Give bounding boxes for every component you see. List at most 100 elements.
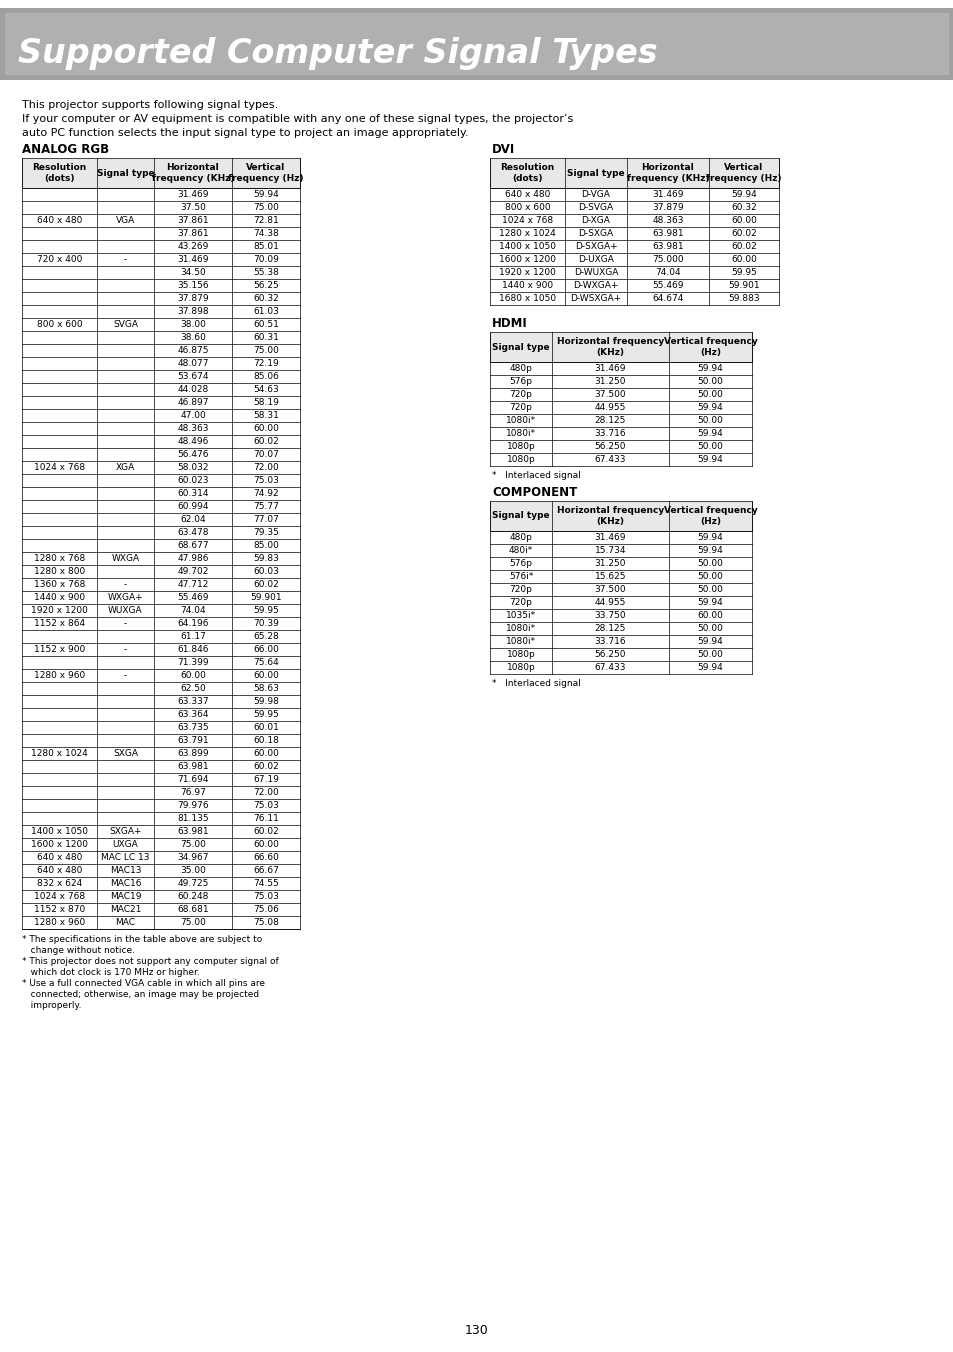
Text: 58.032: 58.032 bbox=[177, 462, 209, 472]
Text: 1024 x 768: 1024 x 768 bbox=[34, 892, 85, 900]
Text: 48.077: 48.077 bbox=[177, 360, 209, 368]
Text: 75.08: 75.08 bbox=[253, 918, 278, 927]
Text: 63.364: 63.364 bbox=[177, 710, 209, 719]
Text: 31.469: 31.469 bbox=[177, 256, 209, 264]
Text: 65.28: 65.28 bbox=[253, 631, 278, 641]
Text: 31.250: 31.250 bbox=[594, 377, 625, 387]
Text: 37.500: 37.500 bbox=[594, 389, 626, 399]
Text: * This projector does not support any computer signal of: * This projector does not support any co… bbox=[22, 957, 278, 965]
Text: 61.17: 61.17 bbox=[180, 631, 206, 641]
Text: 59.83: 59.83 bbox=[253, 554, 278, 562]
Text: ANALOG RGB: ANALOG RGB bbox=[22, 143, 109, 155]
Text: 72.19: 72.19 bbox=[253, 360, 278, 368]
Text: 576p: 576p bbox=[509, 558, 532, 568]
Text: 1280 x 960: 1280 x 960 bbox=[34, 671, 85, 680]
Text: 60.18: 60.18 bbox=[253, 735, 278, 745]
Text: 1080i*: 1080i* bbox=[505, 625, 536, 633]
Text: 720p: 720p bbox=[509, 598, 532, 607]
Text: 640 x 480: 640 x 480 bbox=[37, 867, 82, 875]
Text: 800 x 600: 800 x 600 bbox=[36, 320, 82, 329]
Text: 35.156: 35.156 bbox=[177, 281, 209, 289]
Text: Horizontal frequency
(KHz): Horizontal frequency (KHz) bbox=[557, 337, 663, 357]
Text: 1280 x 800: 1280 x 800 bbox=[34, 566, 85, 576]
Text: 60.00: 60.00 bbox=[730, 256, 756, 264]
Text: 28.125: 28.125 bbox=[594, 416, 625, 425]
Text: 74.38: 74.38 bbox=[253, 228, 278, 238]
Text: 59.901: 59.901 bbox=[250, 594, 281, 602]
Text: 67.433: 67.433 bbox=[594, 456, 625, 464]
Text: 47.986: 47.986 bbox=[177, 554, 209, 562]
Text: Horizontal frequency
(KHz): Horizontal frequency (KHz) bbox=[557, 506, 663, 526]
Text: 63.791: 63.791 bbox=[177, 735, 209, 745]
Text: 61.03: 61.03 bbox=[253, 307, 278, 316]
Text: UXGA: UXGA bbox=[112, 840, 138, 849]
Text: 1440 x 900: 1440 x 900 bbox=[501, 281, 553, 289]
Text: 59.94: 59.94 bbox=[253, 191, 278, 199]
Text: 60.00: 60.00 bbox=[253, 425, 278, 433]
Text: 75.03: 75.03 bbox=[253, 892, 278, 900]
Text: 71.399: 71.399 bbox=[177, 658, 209, 667]
Text: 50.00: 50.00 bbox=[697, 416, 722, 425]
Text: 1360 x 768: 1360 x 768 bbox=[33, 580, 85, 589]
Text: 50.00: 50.00 bbox=[697, 558, 722, 568]
Text: Resolution
(dots): Resolution (dots) bbox=[500, 164, 554, 183]
Text: 31.469: 31.469 bbox=[594, 364, 625, 373]
Text: 130: 130 bbox=[465, 1324, 488, 1337]
Text: 37.50: 37.50 bbox=[180, 203, 206, 212]
Text: 75.00: 75.00 bbox=[253, 346, 278, 356]
Text: 31.469: 31.469 bbox=[652, 191, 683, 199]
Text: 1440 x 900: 1440 x 900 bbox=[34, 594, 85, 602]
Text: 66.60: 66.60 bbox=[253, 853, 278, 863]
Bar bbox=[5, 14, 948, 74]
Text: 60.02: 60.02 bbox=[730, 242, 756, 251]
Text: 62.04: 62.04 bbox=[180, 515, 206, 525]
Text: 720p: 720p bbox=[509, 389, 532, 399]
Text: 66.00: 66.00 bbox=[253, 645, 278, 654]
Text: 60.00: 60.00 bbox=[253, 671, 278, 680]
Text: 63.478: 63.478 bbox=[177, 529, 209, 537]
Text: 58.31: 58.31 bbox=[253, 411, 278, 420]
Text: 63.981: 63.981 bbox=[652, 228, 683, 238]
Text: 61.846: 61.846 bbox=[177, 645, 209, 654]
Text: MAC: MAC bbox=[115, 918, 135, 927]
Text: D-VGA: D-VGA bbox=[581, 191, 610, 199]
Text: 56.25: 56.25 bbox=[253, 281, 278, 289]
Text: 1400 x 1050: 1400 x 1050 bbox=[498, 242, 556, 251]
Text: 1080p: 1080p bbox=[506, 650, 535, 658]
Bar bbox=[22, 158, 299, 188]
Text: 75.00: 75.00 bbox=[253, 203, 278, 212]
Text: 38.00: 38.00 bbox=[180, 320, 206, 329]
Text: *   Interlaced signal: * Interlaced signal bbox=[492, 679, 580, 688]
Text: Resolution
(dots): Resolution (dots) bbox=[32, 164, 87, 183]
Text: 1152 x 864: 1152 x 864 bbox=[34, 619, 85, 627]
Text: 79.976: 79.976 bbox=[177, 800, 209, 810]
Text: 60.00: 60.00 bbox=[253, 840, 278, 849]
Text: MAC LC 13: MAC LC 13 bbox=[101, 853, 150, 863]
Text: 1080i*: 1080i* bbox=[505, 429, 536, 438]
Bar bbox=[490, 333, 751, 362]
Text: 46.897: 46.897 bbox=[177, 397, 209, 407]
Text: 75.000: 75.000 bbox=[652, 256, 683, 264]
Text: 50.00: 50.00 bbox=[697, 650, 722, 658]
Text: 59.94: 59.94 bbox=[697, 456, 722, 464]
Text: 55.38: 55.38 bbox=[253, 268, 278, 277]
Text: 1400 x 1050: 1400 x 1050 bbox=[30, 827, 88, 836]
Text: 67.433: 67.433 bbox=[594, 662, 625, 672]
Text: 49.725: 49.725 bbox=[177, 879, 209, 888]
Text: 70.07: 70.07 bbox=[253, 450, 278, 458]
Text: 59.94: 59.94 bbox=[697, 364, 722, 373]
Text: 480p: 480p bbox=[509, 533, 532, 542]
Text: Vertical
frequency (Hz): Vertical frequency (Hz) bbox=[228, 164, 303, 183]
Text: 1920 x 1200: 1920 x 1200 bbox=[31, 606, 88, 615]
Text: 60.03: 60.03 bbox=[253, 566, 278, 576]
Text: SXGA+: SXGA+ bbox=[110, 827, 142, 836]
Text: 60.01: 60.01 bbox=[253, 723, 278, 731]
Text: 75.03: 75.03 bbox=[253, 476, 278, 485]
Text: D-UXGA: D-UXGA bbox=[578, 256, 614, 264]
Text: MAC19: MAC19 bbox=[110, 892, 141, 900]
Text: D-WUXGA: D-WUXGA bbox=[573, 268, 618, 277]
Text: 60.00: 60.00 bbox=[180, 671, 206, 680]
Text: 70.39: 70.39 bbox=[253, 619, 278, 627]
Text: 60.02: 60.02 bbox=[253, 827, 278, 836]
Text: 640 x 480: 640 x 480 bbox=[504, 191, 550, 199]
